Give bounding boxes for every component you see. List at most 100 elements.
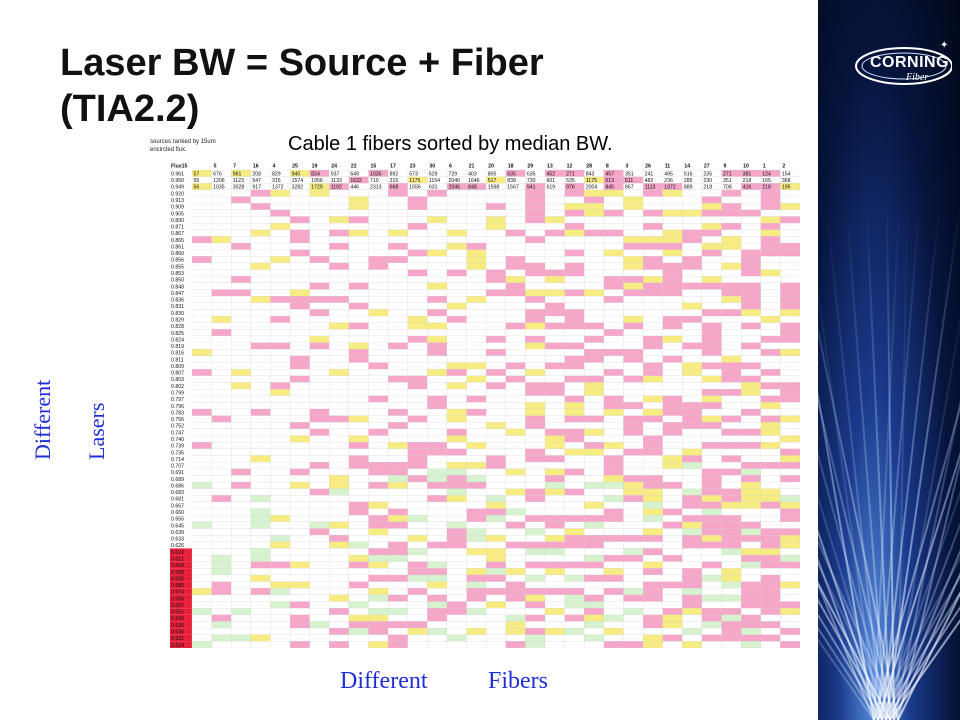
heatmap-cell xyxy=(603,481,624,489)
heatmap-cell xyxy=(544,335,565,343)
heatmap-cell xyxy=(368,641,389,648)
heatmap-cell xyxy=(701,382,722,390)
heatmap-cell xyxy=(250,435,271,443)
heatmap-cell xyxy=(642,262,663,270)
heatmap-cell xyxy=(427,561,448,569)
heatmap-cell xyxy=(564,203,585,210)
heatmap-cell xyxy=(368,481,389,489)
heatmap-cell xyxy=(505,262,526,270)
heatmap-cell xyxy=(682,501,703,509)
row-label-cell xyxy=(170,428,192,436)
heatmap-cell xyxy=(760,302,781,310)
heatmap-cell xyxy=(191,475,212,483)
heatmap-cell xyxy=(250,641,271,648)
heatmap-cell xyxy=(329,621,350,629)
heatmap-cell xyxy=(584,442,604,449)
heatmap-cell xyxy=(348,428,369,436)
heatmap-cell xyxy=(191,535,212,542)
heatmap-cell xyxy=(584,455,604,463)
heatmap-cell xyxy=(701,262,722,270)
heatmap-cell xyxy=(427,521,448,529)
heatmap-cell xyxy=(623,495,644,503)
heatmap-cell xyxy=(564,501,585,509)
heatmap-cell xyxy=(250,422,271,430)
heatmap-cell xyxy=(682,448,703,456)
row-label: 0.592 xyxy=(171,576,184,582)
heatmap-cell xyxy=(466,508,487,516)
heatmap-cell xyxy=(250,369,271,376)
heatmap-cell xyxy=(466,535,487,542)
heatmap-cell xyxy=(505,375,526,383)
heatmap-cell xyxy=(505,388,526,396)
heatmap-cell xyxy=(231,501,251,509)
heatmap-cell xyxy=(721,535,742,542)
heatmap-cell xyxy=(701,614,722,622)
column-header: 25 xyxy=(292,164,298,170)
heatmap-cell xyxy=(584,395,604,403)
row-label: 0.796 xyxy=(171,404,184,410)
heatmap-cell xyxy=(760,349,781,356)
heatmap-cell xyxy=(289,481,310,489)
heatmap-cell xyxy=(642,282,663,290)
heatmap-cell xyxy=(309,329,330,337)
heatmap-cell xyxy=(780,621,800,629)
heatmap-cell xyxy=(505,362,526,370)
heatmap-cell xyxy=(309,349,330,356)
heatmap-cell xyxy=(564,568,585,576)
heatmap-cell xyxy=(388,196,408,204)
heatmap-cell xyxy=(368,369,389,376)
heatmap-cell xyxy=(211,627,232,635)
heatmap-cell xyxy=(584,362,604,370)
heatmap-cell xyxy=(427,203,448,210)
heatmap-cell xyxy=(446,621,467,629)
heatmap-cell xyxy=(329,535,350,542)
heatmap-cell xyxy=(446,236,467,244)
heatmap-cell xyxy=(721,302,742,310)
heatmap-cell xyxy=(760,262,781,270)
heatmap-cell xyxy=(505,581,526,589)
heatmap-cell xyxy=(662,296,683,303)
heatmap-cell xyxy=(329,548,350,556)
column-header: 1 xyxy=(763,164,766,170)
heatmap-cell xyxy=(388,422,408,430)
heatmap-cell xyxy=(329,501,350,509)
heatmap-cell xyxy=(231,302,251,310)
heatmap-cell xyxy=(741,574,761,582)
heatmap-cell xyxy=(505,315,526,323)
cell-value: 937 xyxy=(331,171,340,177)
row-label-cell xyxy=(170,508,192,516)
heatmap-cell xyxy=(682,475,703,483)
heatmap-cell xyxy=(486,289,506,297)
heatmap-cell xyxy=(760,249,781,257)
heatmap-cell xyxy=(348,282,369,290)
heatmap-cell xyxy=(544,627,565,635)
heatmap-cell xyxy=(662,289,683,297)
heatmap-cell xyxy=(289,608,310,615)
heatmap-cell xyxy=(780,236,800,244)
heatmap-cell xyxy=(701,601,722,609)
heatmap-cell xyxy=(407,369,428,376)
heatmap-cell xyxy=(211,488,232,496)
heatmap-cell xyxy=(368,521,389,529)
heatmap-cell xyxy=(388,315,408,323)
cell-value: 829 xyxy=(272,171,281,177)
heatmap-cell xyxy=(309,548,330,556)
heatmap-cell xyxy=(780,468,800,476)
heatmap-cell xyxy=(211,196,232,204)
heatmap-cell xyxy=(603,501,624,509)
heatmap-cell xyxy=(721,515,742,522)
heatmap-cell xyxy=(603,236,624,244)
heatmap-cell xyxy=(662,315,683,323)
heatmap-cell xyxy=(584,315,604,323)
heatmap-cell xyxy=(486,395,506,403)
heatmap-cell xyxy=(642,561,663,569)
row-label: 0.905 xyxy=(171,211,184,217)
heatmap-cell xyxy=(191,495,212,503)
heatmap-cell xyxy=(486,229,506,237)
heatmap-cell xyxy=(309,455,330,463)
heatmap-cell xyxy=(270,601,291,609)
cell-value: 1133 xyxy=(331,178,342,184)
heatmap-cell xyxy=(525,641,546,648)
heatmap-cell xyxy=(623,428,644,436)
heatmap-cell xyxy=(603,634,624,642)
